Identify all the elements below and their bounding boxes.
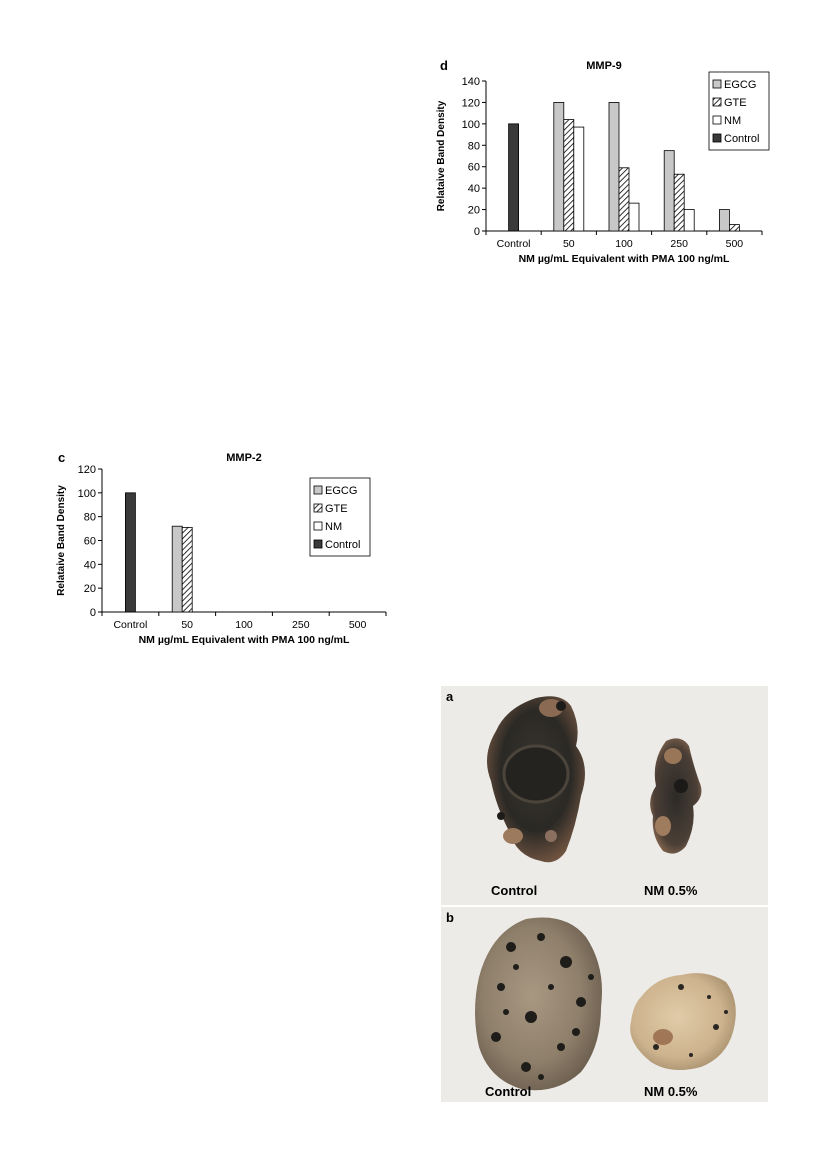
chart-title: MMP-9 [586, 60, 621, 72]
legend-swatch-control [712, 133, 722, 143]
legend-label-control: Control [724, 133, 759, 145]
legend-swatch-egcg [313, 485, 323, 495]
y-tick-label: 80 [468, 140, 480, 152]
bar-control-control [508, 123, 519, 232]
nm-tumor-spots [653, 984, 728, 1057]
caption-nm-b: NM 0.5% [644, 1084, 698, 1099]
x-tick-label: 100 [235, 619, 253, 631]
legend-label-gte: GTE [724, 97, 747, 109]
chart-title: MMP-2 [226, 452, 261, 464]
legend-label-gte: GTE [325, 503, 348, 515]
chart-panel-d: d MMP-9 0 20 40 60 80 100 120 140 Relataive Band D… [434, 56, 774, 276]
x-axis-label: NM µg/mL Equivalent with PMA 100 ng/mL [519, 253, 730, 265]
legend: EGCG GTE NM Control [708, 71, 770, 151]
panel-letter-a: a [446, 689, 454, 704]
y-tick-label: 0 [474, 226, 480, 238]
legend-label-egcg: EGCG [325, 485, 357, 497]
x-tick-label: Control [113, 619, 147, 631]
x-tick-label: 50 [181, 619, 193, 631]
y-tick-label: 20 [468, 205, 480, 217]
x-tick-label: 100 [615, 238, 633, 250]
bar-chart-mmp2: c MMP-2 0 20 40 60 80 100 120 Relataive Band Dens… [56, 450, 387, 646]
y-tick-label: 100 [78, 488, 96, 500]
y-tick-label: 60 [84, 536, 96, 548]
legend-swatch-egcg [712, 79, 722, 89]
bar-gte-50 [563, 119, 575, 232]
tumor-photo-a [487, 696, 702, 863]
y-tick-label: 100 [462, 119, 480, 131]
bar-egcg-100 [608, 102, 620, 232]
legend-label-nm: NM [724, 115, 741, 127]
x-tick-label: 50 [563, 238, 575, 250]
x-axis-label: NM µg/mL Equivalent with PMA 100 ng/mL [139, 634, 350, 646]
bar-nm-250 [683, 209, 695, 232]
y-tick-label: 80 [84, 512, 96, 524]
caption-control-b: Control [485, 1084, 532, 1099]
panel-letter: d [440, 58, 448, 73]
bar-gte-50 [181, 526, 193, 613]
y-axis-label: Relataive Band Density [436, 100, 447, 211]
panel-letter: c [58, 450, 65, 465]
x-tick-label: 500 [349, 619, 367, 631]
legend-swatch-nm [313, 521, 323, 531]
bar-egcg-500 [718, 209, 730, 232]
bar-nm-100 [628, 202, 640, 232]
bar-gte-250 [673, 173, 685, 232]
y-axis-label: Relataive Band Density [56, 485, 67, 596]
x-tick-label: 250 [292, 619, 310, 631]
x-tick-label: 250 [670, 238, 688, 250]
panel-letter-b: b [446, 910, 454, 925]
y-tick-label: 0 [90, 607, 96, 619]
y-tick-label: 40 [468, 183, 480, 195]
x-tick-label: 500 [726, 238, 744, 250]
legend: EGCG GTE NM Control [309, 477, 371, 557]
y-tick-label: 40 [84, 559, 96, 571]
legend-swatch-control [313, 539, 323, 549]
bar-control-control [125, 492, 136, 613]
bar-egcg-50 [553, 102, 565, 232]
bar-gte-100 [618, 167, 630, 232]
y-tick-label: 20 [84, 583, 96, 595]
y-tick-label: 60 [468, 162, 480, 174]
legend-label-control: Control [325, 539, 360, 551]
y-tick-label: 120 [78, 464, 96, 476]
bar-gte-500 [728, 224, 740, 232]
legend-swatch-nm [712, 115, 722, 125]
y-tick-label: 140 [462, 76, 480, 88]
bar-chart-mmp9: d MMP-9 0 20 40 60 80 100 120 140 Relataive Band D… [436, 58, 770, 265]
legend-label-nm: NM [325, 521, 342, 533]
caption-nm-a: NM 0.5% [644, 883, 698, 898]
photo-panel-a: a Control NM 0.5% [441, 686, 768, 905]
bar-egcg-50 [171, 525, 183, 613]
y-tick-label: 120 [462, 97, 480, 109]
legend-label-egcg: EGCG [724, 79, 756, 91]
chart-panel-c: c MMP-2 0 20 40 60 80 100 120 Relataive Band Dens… [52, 448, 392, 660]
bar-egcg-250 [663, 150, 675, 232]
legend-swatch-gte [313, 503, 323, 513]
control-tumor-spots [491, 933, 594, 1080]
tumor-photo-b [475, 917, 736, 1091]
legend-swatch-gte [712, 97, 722, 107]
photo-panel-b: b Control NM 0 [441, 907, 768, 1102]
caption-control-a: Control [491, 883, 538, 898]
x-tick-label: Control [497, 238, 531, 250]
bar-nm-50 [573, 126, 585, 232]
